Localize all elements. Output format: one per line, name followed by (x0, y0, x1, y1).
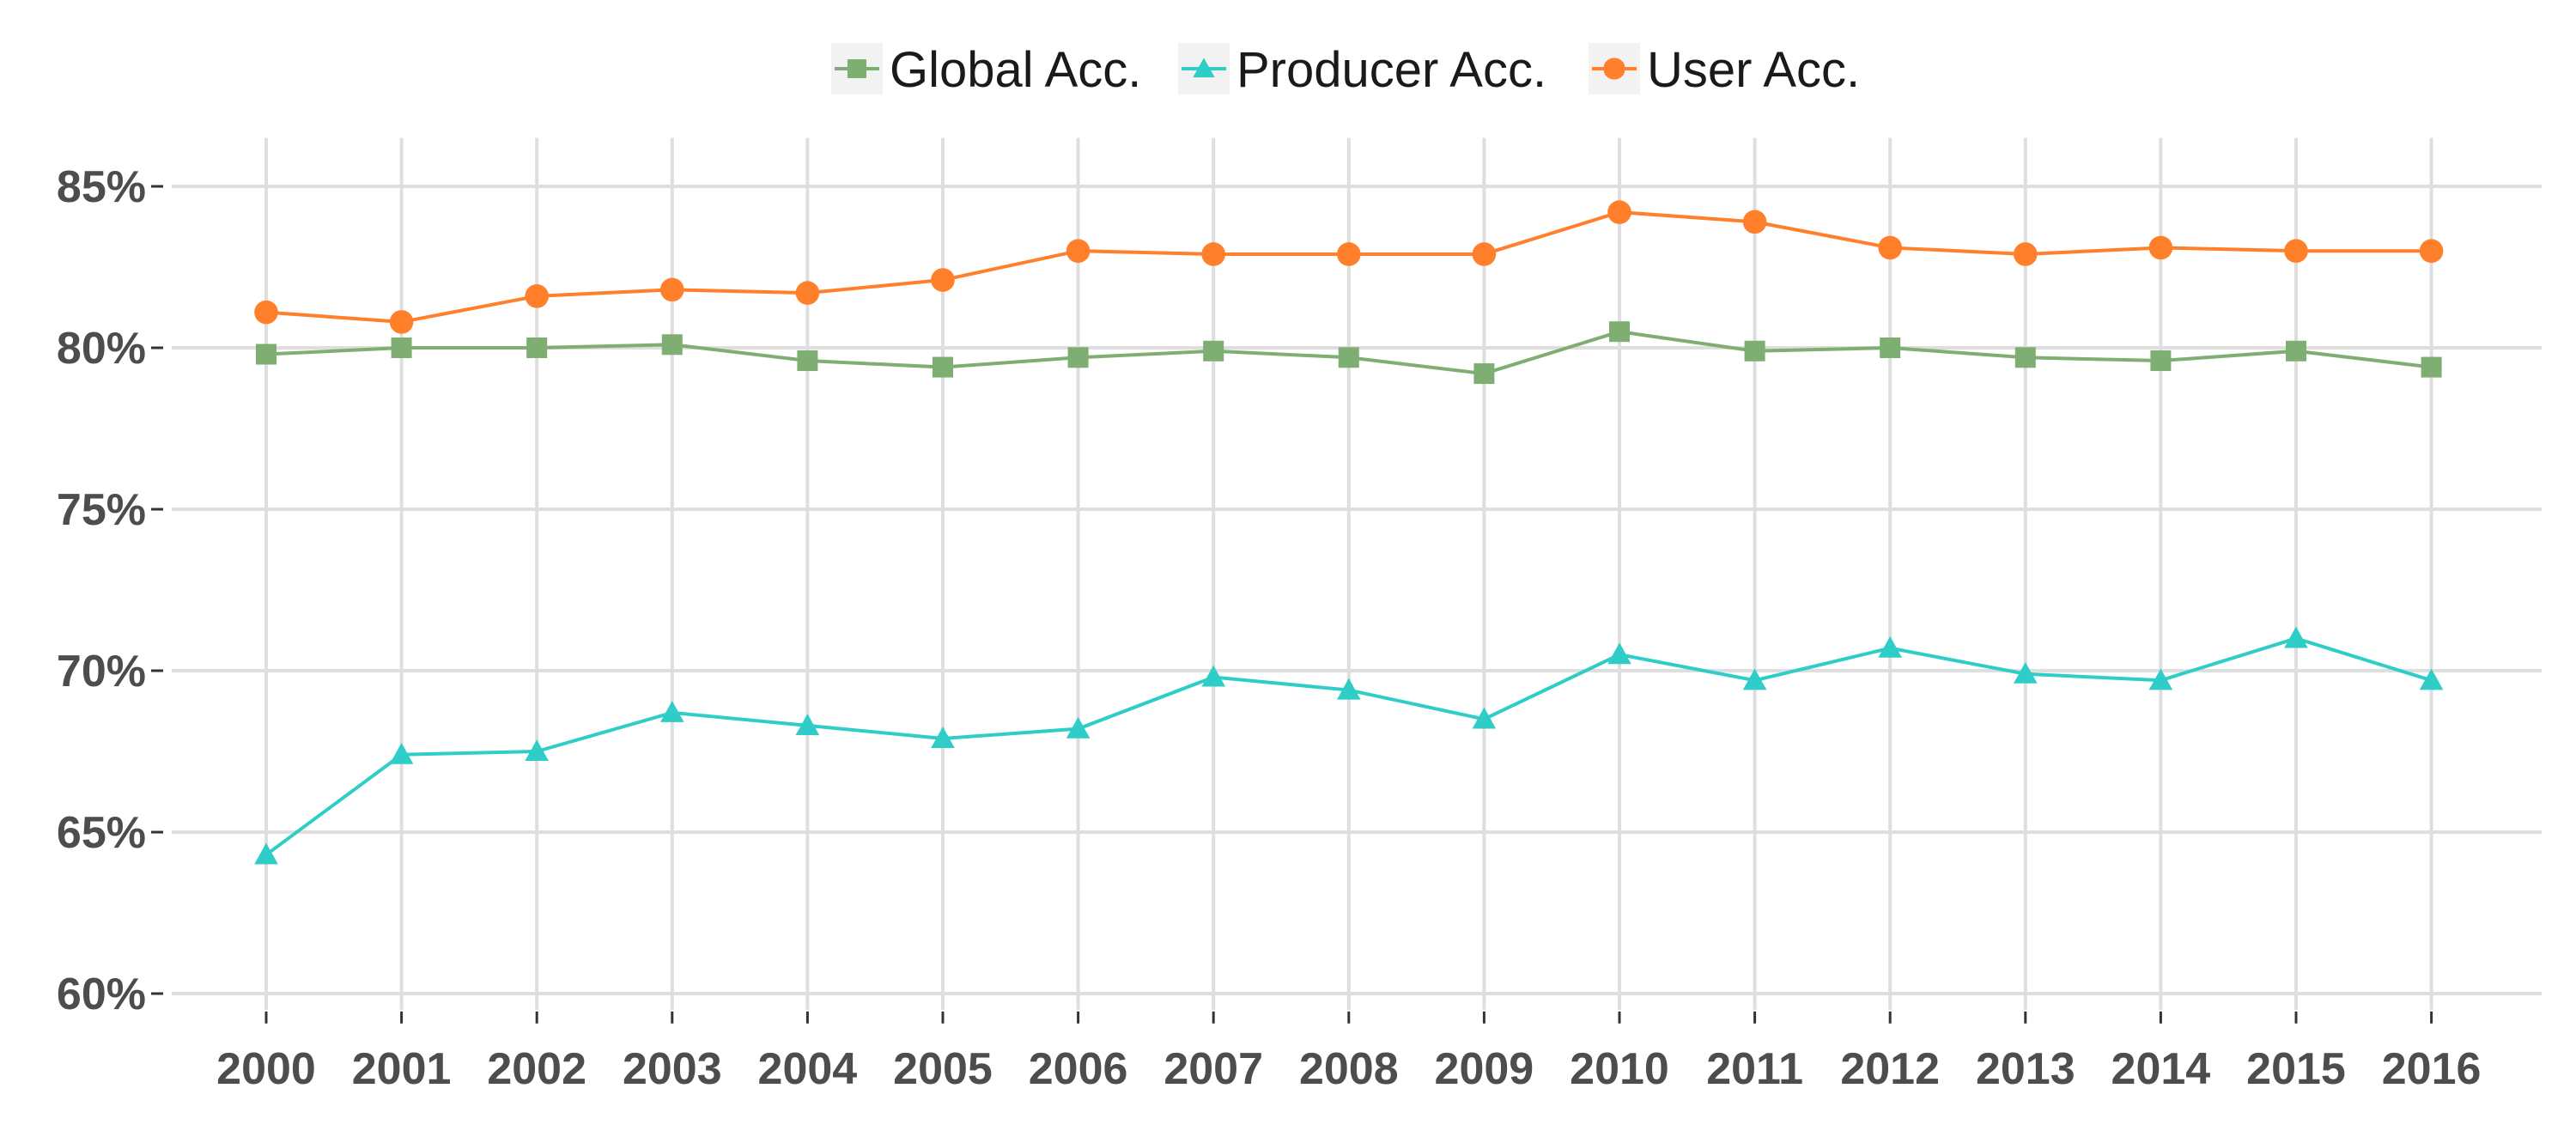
data-point-user-acc (254, 300, 278, 325)
data-point-user-acc (1878, 235, 1902, 260)
x-tick-label: 2006 (1029, 1044, 1128, 1094)
data-point-user-acc (2014, 242, 2038, 266)
data-point-user-acc (2284, 239, 2308, 264)
x-tick-label: 2013 (1976, 1044, 2075, 1094)
data-point-producer-acc (2419, 668, 2444, 690)
data-point-user-acc (2419, 239, 2444, 264)
x-tick-label: 2000 (216, 1044, 316, 1094)
x-tick-label: 2012 (1840, 1044, 1940, 1094)
data-point-producer-acc (525, 739, 549, 762)
data-point-global-acc (2014, 347, 2036, 368)
data-point-user-acc (389, 310, 414, 334)
data-point-global-acc (256, 344, 276, 365)
data-point-global-acc (526, 337, 548, 358)
x-tick-label: 2009 (1435, 1044, 1534, 1094)
legend-label: User Acc. (1647, 42, 1860, 98)
data-point-global-acc (661, 334, 683, 356)
data-point-user-acc (525, 284, 549, 308)
series-layer (254, 200, 2444, 865)
data-point-producer-acc (2148, 668, 2173, 690)
data-point-producer-acc (389, 742, 414, 764)
y-axis: 60% 65% 70% 75% 80% 85% (57, 162, 163, 1019)
x-tick-label: 2003 (623, 1044, 722, 1094)
data-point-global-acc (933, 356, 953, 378)
x-tick-label: 2014 (2111, 1044, 2211, 1094)
y-tick-label: 75% (57, 485, 146, 535)
data-point-global-acc (2421, 356, 2442, 378)
data-point-producer-acc (2014, 661, 2038, 684)
data-point-user-acc (660, 277, 684, 302)
x-tick-label: 2002 (487, 1044, 586, 1094)
data-point-global-acc (1880, 337, 1901, 358)
data-point-user-acc (931, 268, 955, 292)
y-gridlines (172, 185, 2542, 995)
data-point-global-acc (1338, 347, 1359, 368)
data-point-user-acc (1337, 242, 1361, 266)
x-tick-label: 2016 (2382, 1044, 2482, 1094)
data-point-global-acc (797, 350, 818, 372)
data-point-global-acc (1473, 363, 1495, 385)
x-tick-label: 2010 (1570, 1044, 1669, 1094)
data-point-user-acc (1472, 242, 1497, 266)
y-tick-label: 85% (57, 162, 146, 212)
legend-marker-triangle-icon (1193, 58, 1215, 78)
data-point-producer-acc (1742, 668, 1767, 690)
data-point-producer-acc (1472, 707, 1497, 729)
legend-item-producer-acc: Producer Acc. (1178, 42, 1546, 98)
data-point-producer-acc (2284, 626, 2308, 648)
y-tick-label: 60% (57, 970, 146, 1019)
data-point-user-acc (1607, 200, 1631, 224)
data-point-global-acc (1744, 340, 1765, 362)
data-point-global-acc (1609, 321, 1630, 343)
data-point-user-acc (1742, 210, 1767, 234)
legend-label: Producer Acc. (1236, 42, 1546, 98)
data-point-user-acc (795, 281, 820, 305)
data-point-producer-acc (1337, 678, 1361, 700)
legend-label: Global Acc. (890, 42, 1141, 98)
data-point-global-acc (391, 337, 412, 358)
y-tick-label: 80% (57, 324, 146, 374)
data-point-producer-acc (660, 701, 684, 722)
data-point-producer-acc (795, 714, 820, 735)
y-tick-label: 70% (57, 647, 146, 696)
legend-marker-square-icon (848, 59, 866, 78)
data-point-producer-acc (1878, 635, 1902, 658)
series-user-acc (254, 200, 2444, 334)
data-point-producer-acc (1066, 716, 1091, 739)
data-point-producer-acc (254, 842, 278, 865)
x-axis: 2000 2001 2002 2003 2004 2005 2006 2007 2008 2009… (216, 1011, 2482, 1094)
data-point-producer-acc (931, 727, 955, 748)
x-tick-label: 2005 (893, 1044, 993, 1094)
x-tick-label: 2011 (1706, 1044, 1803, 1094)
data-point-user-acc (2148, 235, 2173, 260)
data-point-producer-acc (1201, 665, 1225, 687)
data-point-producer-acc (1607, 642, 1631, 665)
legend-item-global-acc: Global Acc. (831, 42, 1141, 98)
x-tick-label: 2007 (1163, 1044, 1263, 1094)
data-point-user-acc (1066, 239, 1091, 264)
x-tick-label: 2015 (2246, 1044, 2346, 1094)
y-tick-label: 65% (57, 808, 146, 858)
legend-item-user-acc: User Acc. (1589, 42, 1860, 98)
x-tick-label: 2008 (1299, 1044, 1399, 1094)
x-gridlines (264, 137, 2433, 1010)
data-point-global-acc (1067, 347, 1089, 368)
data-point-global-acc (2286, 340, 2306, 362)
x-tick-label: 2004 (758, 1044, 858, 1094)
legend-marker-circle-icon (1603, 58, 1625, 80)
data-point-global-acc (2150, 350, 2172, 372)
x-tick-label: 2001 (352, 1044, 452, 1094)
data-point-global-acc (1203, 340, 1224, 362)
legend: Global Acc. Producer Acc. User Acc. (831, 42, 1860, 98)
series-producer-acc (254, 626, 2444, 865)
data-point-user-acc (1201, 242, 1225, 266)
series-global-acc (256, 321, 2442, 385)
